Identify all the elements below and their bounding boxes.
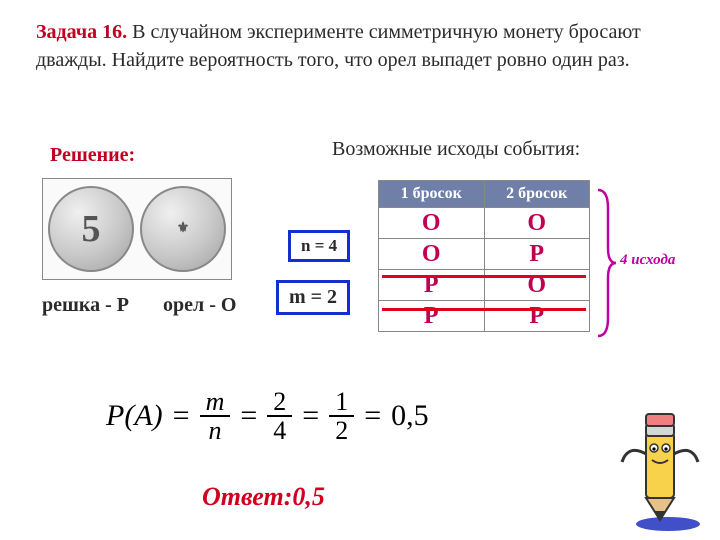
fraction-mn: m n <box>200 388 231 445</box>
solution-label: Решение: <box>50 144 135 167</box>
problem-text: В случайном эксперименте симметричную мо… <box>36 21 641 71</box>
pencil-character-icon <box>588 394 708 534</box>
table-header-row: 1 бросок 2 бросок <box>379 181 590 208</box>
formula-lhs: P(A) <box>106 399 163 433</box>
m-value-box: m = 2 <box>276 280 350 315</box>
problem-statement: Задача 16. В случайном эксперименте симм… <box>36 18 676 74</box>
probability-formula: P(A) = m n = 2 4 = 1 2 = 0,5 <box>106 388 429 445</box>
coin-image: 5 ⚜ <box>42 178 232 280</box>
formula-result: 0,5 <box>391 399 429 433</box>
tails-label: решка - Р <box>42 292 129 318</box>
coin-legend: решка - Р орел - О <box>42 292 236 318</box>
fraction-12: 1 2 <box>329 388 354 445</box>
answer-label: Ответ:0,5 <box>202 482 325 512</box>
highlight-row-2 <box>382 275 586 278</box>
col-header-2: 2 бросок <box>484 181 590 208</box>
outcomes-title: Возможные исходы события: <box>332 138 580 161</box>
table-row: РР <box>379 301 590 332</box>
heads-label: орел - О <box>163 292 236 318</box>
coin-reverse: ⚜ <box>140 186 226 272</box>
coin-obverse: 5 <box>48 186 134 272</box>
highlight-row-3 <box>382 308 586 311</box>
fraction-24: 2 4 <box>267 388 292 445</box>
table-row: ОО <box>379 208 590 239</box>
curly-bracket-icon <box>594 188 618 338</box>
col-header-1: 1 бросок <box>379 181 485 208</box>
n-value-box: n = 4 <box>288 230 350 262</box>
problem-number: Задача 16. <box>36 21 127 43</box>
table-row: ОР <box>379 239 590 270</box>
outcomes-count-label: 4 исхода <box>620 252 675 269</box>
